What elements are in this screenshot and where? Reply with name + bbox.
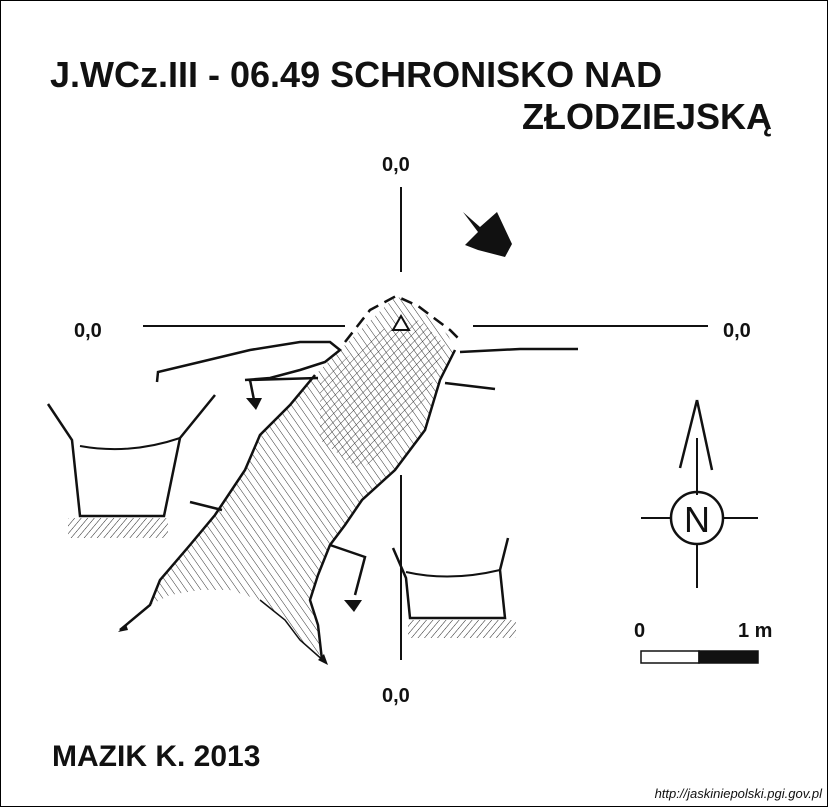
north-arrow bbox=[641, 399, 758, 588]
cross-section-left bbox=[46, 394, 216, 538]
scale-bar bbox=[640, 650, 759, 664]
rock-outline bbox=[155, 340, 578, 612]
author-credit: MAZIK K. 2013 bbox=[52, 740, 261, 773]
scale-label-start: 0 bbox=[634, 620, 646, 642]
axis-label-right: 0,0 bbox=[723, 320, 751, 342]
north-circle-icon bbox=[669, 490, 725, 546]
cave-passage bbox=[118, 294, 463, 665]
north-label: N bbox=[684, 499, 710, 540]
survey-station-icon bbox=[391, 313, 411, 331]
axis-label-bottom: 0,0 bbox=[382, 685, 410, 707]
axis-label-left: 0,0 bbox=[74, 320, 102, 342]
map-title-line1: J.WCz.III - 06.49 SCHRONISKO NAD bbox=[50, 54, 663, 95]
entrance-arrow bbox=[463, 212, 512, 257]
axis-label-top: 0,0 bbox=[382, 154, 410, 176]
scale-label-end: 1 m bbox=[738, 620, 773, 642]
cross-section-right bbox=[391, 537, 516, 638]
map-title-line2: ZŁODZIEJSKĄ bbox=[521, 96, 772, 137]
source-url: http://jaskiniepolski.pgi.gov.pl bbox=[654, 786, 822, 801]
